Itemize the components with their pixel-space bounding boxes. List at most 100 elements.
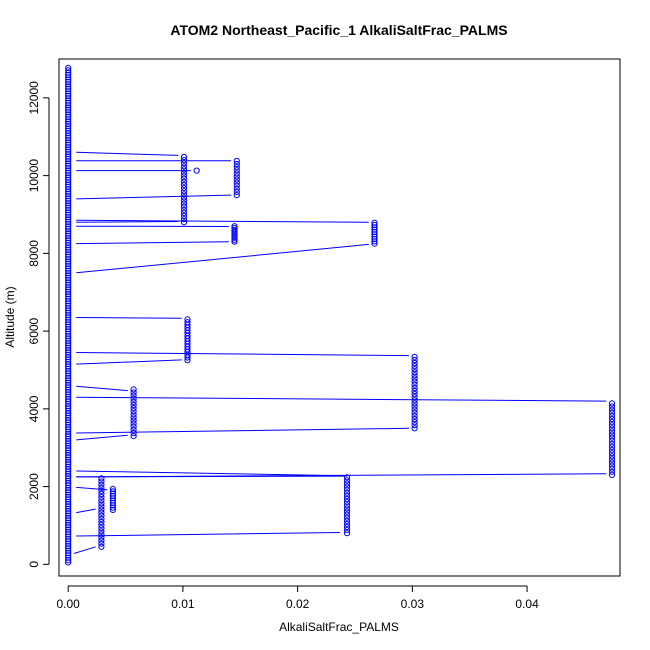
data-point — [343, 502, 351, 509]
x-tick-label: 0.01 — [171, 597, 195, 611]
data-point — [233, 164, 240, 171]
data-point — [343, 517, 351, 524]
data-point — [65, 151, 72, 158]
data-point — [233, 157, 240, 164]
data-point — [65, 414, 72, 421]
data-point — [65, 344, 72, 351]
data-point — [371, 231, 378, 238]
data-point — [130, 405, 137, 412]
data-point — [371, 233, 378, 240]
data-point — [411, 394, 418, 401]
x-tick-label: 0.04 — [515, 597, 539, 611]
data-point — [65, 104, 72, 111]
data-point — [180, 163, 188, 170]
data-point — [98, 509, 105, 516]
data-point — [65, 382, 72, 389]
data-point — [180, 172, 188, 179]
data-point — [411, 378, 418, 385]
data-point — [65, 253, 72, 260]
data-point — [180, 197, 188, 204]
data-point — [65, 83, 72, 90]
data-point — [65, 433, 72, 440]
data-point — [343, 508, 351, 515]
data-point — [411, 375, 418, 382]
data-point — [343, 530, 351, 537]
data-point — [608, 415, 616, 423]
connecting-line — [76, 219, 369, 223]
data-point — [65, 97, 72, 104]
data-point — [343, 505, 351, 512]
data-point — [180, 169, 188, 176]
data-point — [65, 302, 72, 309]
data-point — [65, 113, 72, 121]
data-point — [65, 323, 72, 330]
data-point — [411, 363, 418, 370]
data-point — [180, 203, 188, 210]
connecting-lines — [73, 151, 607, 554]
data-point — [98, 522, 105, 529]
y-tick-label: 8000 — [27, 240, 41, 267]
data-point — [184, 319, 191, 326]
data-point — [343, 474, 351, 481]
data-point — [608, 419, 616, 426]
data-point — [65, 288, 72, 295]
data-point — [65, 144, 72, 151]
data-point — [608, 462, 616, 469]
data-point — [65, 279, 72, 286]
data-point — [65, 482, 72, 489]
data-point — [608, 443, 616, 450]
data-point — [233, 160, 240, 168]
data-point — [65, 529, 72, 536]
data-point — [65, 141, 72, 148]
data-point — [180, 209, 188, 216]
data-point — [98, 494, 105, 501]
data-point — [65, 130, 72, 137]
data-point — [233, 170, 240, 177]
data-point — [180, 153, 188, 161]
data-point — [231, 238, 238, 245]
data-point — [65, 337, 72, 344]
data-point — [65, 193, 72, 200]
data-point — [65, 232, 72, 239]
data-point — [233, 167, 240, 174]
data-point — [233, 182, 240, 189]
data-point — [608, 403, 616, 410]
data-point — [231, 225, 238, 232]
data-point — [98, 512, 105, 519]
data-point — [411, 353, 418, 360]
data-point — [411, 369, 418, 376]
data-point — [343, 492, 351, 499]
data-point — [98, 531, 105, 538]
data-point — [233, 192, 240, 199]
data-point — [65, 204, 72, 211]
data-point — [130, 420, 137, 427]
data-point — [608, 425, 616, 432]
data-point — [65, 218, 72, 225]
data-point — [371, 235, 378, 243]
x-axis: 0.00 0.01 0.02 0.03 0.04 — [56, 585, 539, 611]
data-point — [371, 228, 378, 236]
data-point — [109, 506, 117, 513]
data-point — [65, 496, 72, 503]
data-point — [411, 372, 418, 379]
data-point — [231, 228, 238, 236]
data-point — [65, 361, 72, 368]
data-point — [109, 488, 117, 495]
data-point — [233, 173, 240, 180]
data-point — [98, 528, 105, 535]
data-point — [98, 543, 105, 550]
data-point — [65, 368, 72, 375]
y-tick-label: 10000 — [27, 159, 41, 193]
data-point — [65, 351, 72, 358]
data-point — [65, 447, 72, 454]
data-point — [608, 428, 616, 435]
data-point — [130, 429, 137, 437]
data-point — [65, 463, 72, 470]
connecting-line — [76, 385, 128, 392]
data-point — [65, 214, 72, 221]
data-point — [65, 162, 72, 169]
data-point — [65, 468, 72, 475]
data-point — [65, 221, 72, 228]
data-point — [65, 475, 72, 482]
